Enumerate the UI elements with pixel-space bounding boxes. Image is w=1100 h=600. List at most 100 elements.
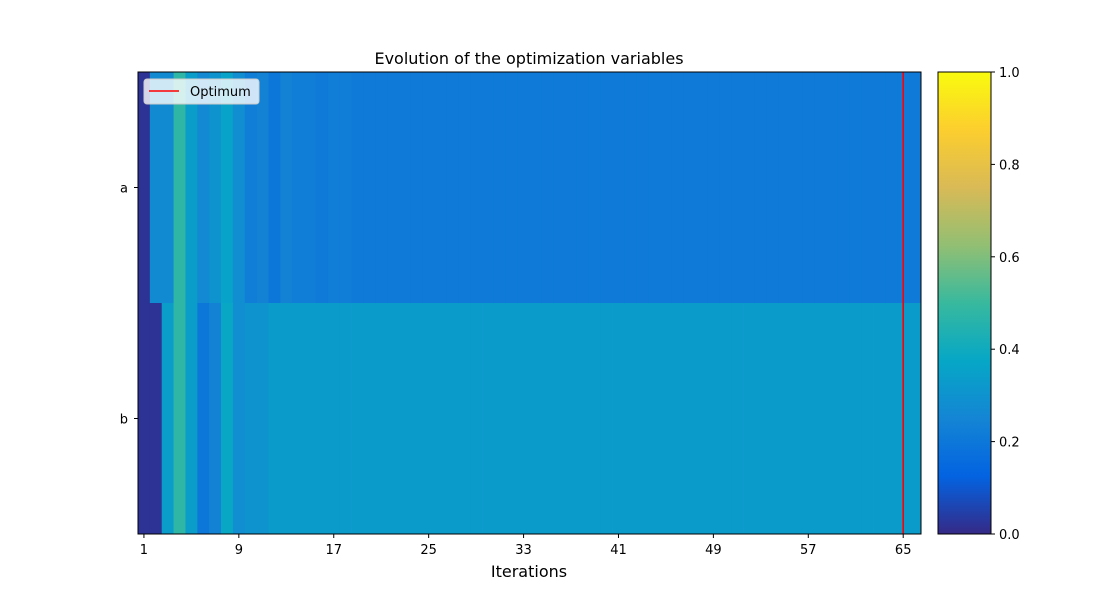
x-tick-label: 17 [325,543,342,558]
heatmap-cell [315,303,329,535]
x-tick-label: 25 [420,543,437,558]
heatmap-cell [695,72,708,304]
x-tick-label: 9 [235,543,243,558]
heatmap-cell [493,72,507,304]
heatmap-cell [185,303,198,535]
heatmap-cell [458,303,471,535]
heatmap-cell [790,303,803,535]
heatmap-cell [304,303,317,535]
colorbar-tick-label: 1.0 [999,66,1020,81]
heatmap-cell [197,72,210,304]
heatmap-cell [766,72,780,304]
heatmap-cell [173,303,186,535]
heatmap-cell [600,303,613,535]
heatmap-cell [660,303,673,535]
heatmap-cell [197,303,210,535]
heatmap-cell [244,303,258,535]
heatmap-cell [600,72,613,304]
heatmap-cell [292,72,305,304]
heatmap-cell [505,303,519,535]
heatmap-cell [422,303,435,535]
colorbar-axis: 0.0 0.2 0.4 0.6 0.8 1.0 [991,66,1020,543]
heatmap-cell [161,72,174,304]
heatmap-cell [683,303,696,535]
heatmap-cell [719,303,732,535]
heatmap-cell [802,72,815,304]
heatmap-cell [351,303,364,535]
x-tick-label: 1 [140,543,148,558]
heatmap-cell [375,72,388,304]
legend: Optimum [143,78,260,105]
heatmap-cell [304,72,317,304]
heatmap-cell [849,72,863,304]
heatmap-cell [505,72,519,304]
heatmap-cell [778,72,791,304]
heatmap-cell [529,303,542,535]
heatmap-cell [576,303,590,535]
heatmap-cell [149,72,163,304]
heatmap-cell [707,303,720,535]
colorbar [937,71,992,535]
heatmap-cell [327,303,341,535]
x-tick-label: 49 [705,543,722,558]
heatmap-cell [624,303,637,535]
heatmap-cell [173,72,186,304]
legend-box [143,78,260,105]
heatmap-cell [588,303,602,535]
heatmap-cell [754,72,768,304]
heatmap-cell [209,72,222,304]
heatmap-cell [327,72,341,304]
heatmap-cell [636,72,649,304]
heatmap-cell [232,72,246,304]
heatmap-cell [885,72,898,304]
heatmap-cell [446,303,459,535]
heatmap-cell [232,303,246,535]
heatmap-cell [363,72,376,304]
heatmap-cell [873,303,886,535]
heatmap-cell [292,303,305,535]
y-axis: ab [120,182,138,428]
heatmap-cell [743,72,756,304]
heatmap-cell [493,303,507,535]
heatmap-cell [268,303,281,535]
heatmap-cell [138,303,151,535]
heatmap-cell [754,303,768,535]
heatmap-cell [731,303,744,535]
heatmap-cell [387,303,400,535]
heatmap-cell [636,303,649,535]
heatmap-cell [482,303,495,535]
heatmap-cell [434,303,447,535]
chart-title: Evolution of the optimization variables [374,49,683,68]
heatmap-cell [434,72,447,304]
heatmap-cell [671,72,685,304]
heatmap-cell [351,72,364,304]
heatmap-cell [612,72,625,304]
x-axis: 1 9 17 25 33 41 49 57 65 [140,534,911,558]
heatmap-cell [565,72,578,304]
heatmap-cell [422,72,435,304]
heatmap-cell [315,72,329,304]
x-tick-label: 41 [610,543,627,558]
y-tick-label: a [120,182,128,197]
heatmap-cell [814,72,827,304]
heatmap-cell [849,303,863,535]
x-axis-label: Iterations [491,562,567,581]
heatmap-cell [766,303,780,535]
heatmap-cell [588,72,602,304]
heatmap-cell [707,72,720,304]
heatmap-cell [161,303,174,535]
heatmap-cell [826,72,839,304]
heatmap-cell [861,72,874,304]
colorbar-tick-label: 0.0 [999,528,1020,543]
heatmap-cell [387,72,400,304]
heatmap-cell [553,303,566,535]
y-tick-label: b [120,413,128,428]
heatmap-cell [541,303,554,535]
heatmap-cell [138,72,151,304]
heatmap-cell [909,72,922,304]
colorbar-tick-label: 0.8 [999,158,1020,173]
heatmap-cell [482,72,495,304]
heatmap-cell [778,303,791,535]
heatmap-cell [719,72,732,304]
